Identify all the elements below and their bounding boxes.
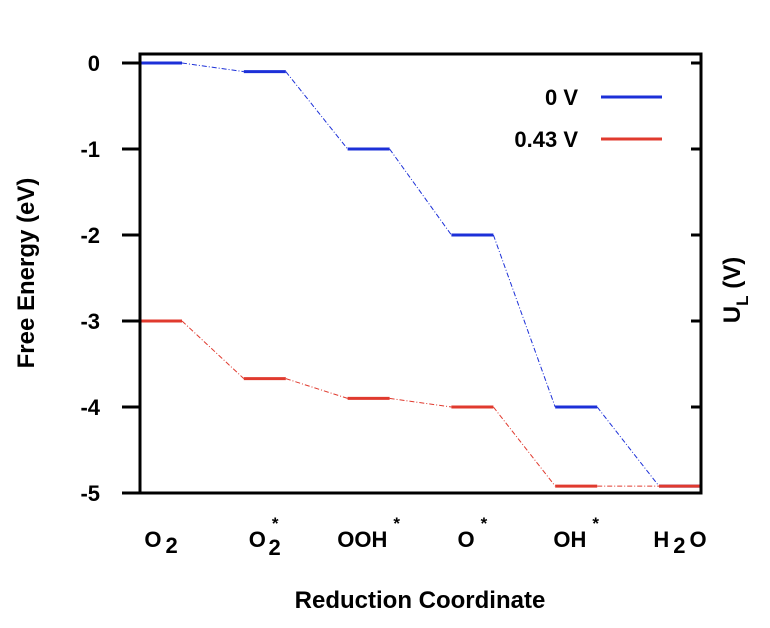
y-tick-label: -5	[80, 481, 100, 506]
x-tick-label-tail: O	[690, 527, 707, 552]
series-0	[140, 61, 701, 488]
x-tick-label: OH *	[553, 514, 599, 552]
x-tick-label-base: OOH	[337, 527, 387, 552]
x-tick-label: O*	[458, 514, 488, 552]
y2-axis-label-unit: (V)	[719, 257, 746, 296]
x-tick-label-sup: *	[481, 514, 488, 533]
series-layer	[140, 61, 701, 488]
x-tick-label-base: OH	[553, 527, 586, 552]
x-tick-label-sub: 2	[673, 533, 685, 558]
y-tick-label: -3	[80, 309, 100, 334]
x-axis-label: Reduction Coordinate	[295, 587, 546, 614]
x-tick-label: OOH *	[337, 514, 400, 552]
x-tick-label-sup: *	[592, 514, 599, 533]
legend: 0 V 0.43 V	[514, 85, 662, 152]
x-tick-label-base: O	[458, 527, 475, 552]
x-tick-label-sub: 2	[165, 533, 177, 558]
y-axis-label: Free Energy (eV)	[13, 178, 40, 369]
series-0-connector-2	[389, 148, 452, 236]
plot-frame	[138, 52, 703, 495]
series-1-connector-0	[181, 320, 245, 379]
x-tick-label-sup: *	[393, 514, 400, 533]
x-tick-label-sub: 2	[269, 535, 281, 560]
x-tick-label-base: O	[144, 527, 161, 552]
series-0-connector-1	[285, 71, 348, 150]
y2-axis-label: UL (V)	[719, 257, 752, 323]
series-1	[140, 319, 701, 488]
x-tick-label-base: H	[653, 527, 669, 552]
series-0-connector-0	[181, 62, 244, 73]
legend-label-1: 0.43 V	[514, 127, 578, 152]
y-tick-label: -1	[80, 137, 100, 162]
x-tick-label-sup: *	[272, 514, 279, 533]
y2-axis-label-sub: L	[733, 295, 752, 305]
y-tick-label: -4	[80, 395, 100, 420]
series-1-connector-1	[285, 378, 348, 399]
series-0-connector-3	[492, 234, 556, 408]
y-tick-label: -2	[80, 223, 100, 248]
series-1-connector-3	[493, 406, 556, 487]
y-axis-ticks: 0 -1 -2 -3 -4 -5	[80, 51, 701, 506]
y-tick-label: 0	[88, 51, 100, 76]
y2-axis-label-main: U	[719, 306, 746, 323]
x-tick-label: O * 2	[249, 514, 281, 560]
x-axis-ticks: O 2 O* 2 OOH*O*OH*H 2 O	[144, 514, 706, 560]
series-1-connector-2	[389, 397, 452, 408]
x-tick-label-base: O	[249, 527, 266, 552]
legend-label-0: 0 V	[545, 85, 578, 110]
series-0-connector-4	[596, 406, 660, 487]
